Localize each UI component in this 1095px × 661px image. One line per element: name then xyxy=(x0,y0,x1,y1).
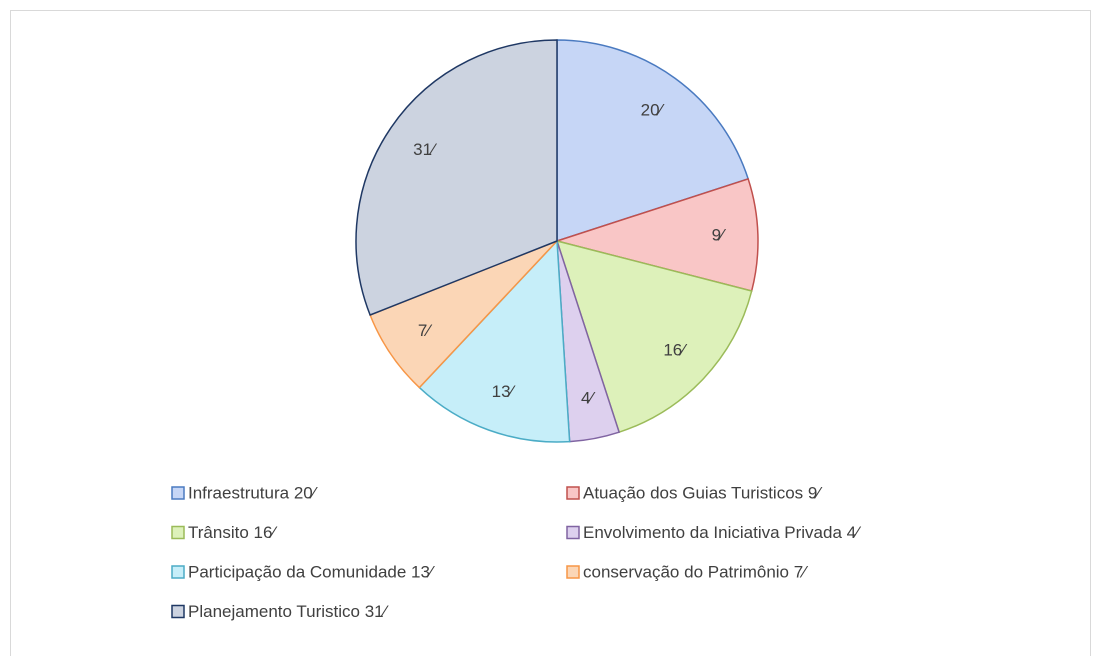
legend-label: Atuação dos Guias Turisticos 9⁄ xyxy=(583,483,823,502)
legend-label: conservação do Patrimônio 7⁄ xyxy=(583,562,809,581)
data-label: 20⁄ xyxy=(641,100,666,119)
legend-swatch xyxy=(566,565,580,579)
pie-slice xyxy=(555,239,753,434)
data-label: 13⁄ xyxy=(492,382,517,401)
legend-swatch xyxy=(566,525,580,540)
data-label: 9⁄ xyxy=(712,225,727,244)
legend-swatch xyxy=(171,604,185,619)
pie-slice xyxy=(554,177,759,292)
data-label: 4⁄ xyxy=(581,388,596,407)
pie-slice xyxy=(556,39,750,243)
data-label: 16⁄ xyxy=(663,341,688,360)
legend-label: Infraestrutura 20⁄ xyxy=(188,483,319,502)
legend-label: Envolvimento da Iniciativa Privada 4⁄ xyxy=(583,523,862,542)
legend-swatch xyxy=(566,486,580,500)
pie-slice xyxy=(418,239,571,443)
legend-swatch xyxy=(171,565,185,579)
legend-label: Participação da Comunidade 13⁄ xyxy=(188,562,436,581)
legend-swatch xyxy=(171,525,185,540)
data-label: 31⁄ xyxy=(413,140,438,159)
legend-label: Planejamento Turistico 31⁄ xyxy=(188,602,390,621)
legend-label: Trânsito 16⁄ xyxy=(188,523,278,542)
data-label: 7⁄ xyxy=(418,321,433,340)
pie-slice xyxy=(355,39,558,316)
legend-swatch xyxy=(171,486,185,500)
